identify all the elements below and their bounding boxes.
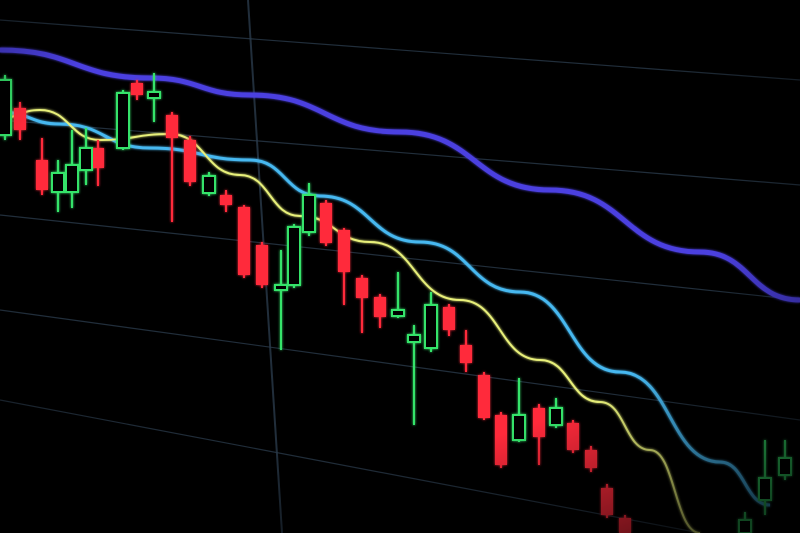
vignette	[0, 0, 800, 533]
candlestick-chart-photo	[0, 0, 800, 533]
